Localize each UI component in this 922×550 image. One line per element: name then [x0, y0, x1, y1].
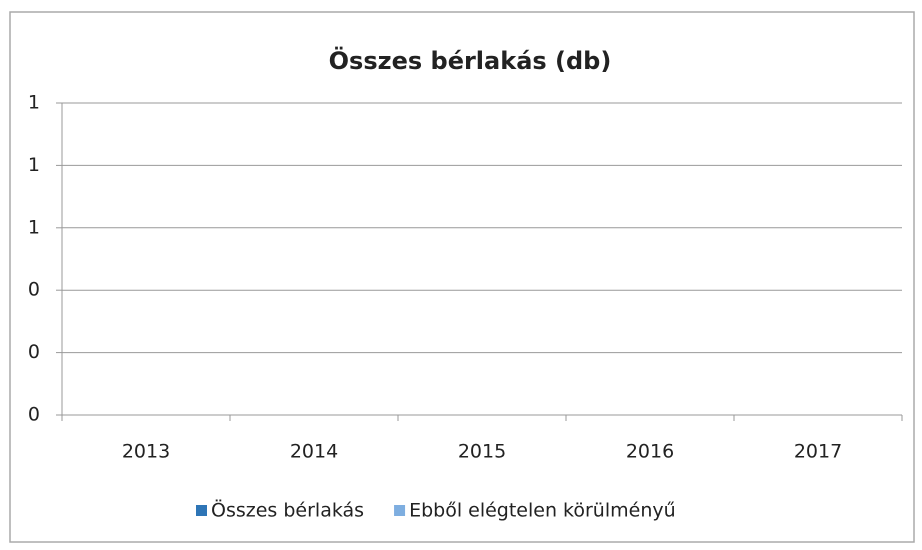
x-tick-label: 2016 — [626, 441, 674, 463]
legend-label: Ebből elégtelen körülményű — [409, 500, 676, 522]
y-tick-label: 0 — [28, 404, 40, 426]
chart-frame — [9, 11, 915, 543]
x-tick-label: 2014 — [290, 441, 338, 463]
y-tick-label: 1 — [28, 154, 40, 176]
y-tick-label: 1 — [28, 92, 40, 114]
legend-swatch — [196, 505, 207, 516]
x-tick-label: 2015 — [458, 441, 506, 463]
y-tick-label: 1 — [28, 216, 40, 238]
y-tick-label: 0 — [28, 279, 40, 301]
legend-swatch — [394, 505, 406, 516]
chart-title: Összes bérlakás (db) — [329, 45, 612, 75]
legend-label: Összes bérlakás — [211, 499, 364, 522]
x-tick-label: 2013 — [122, 441, 170, 463]
x-tick-label: 2017 — [794, 441, 842, 463]
y-tick-label: 0 — [28, 341, 40, 363]
